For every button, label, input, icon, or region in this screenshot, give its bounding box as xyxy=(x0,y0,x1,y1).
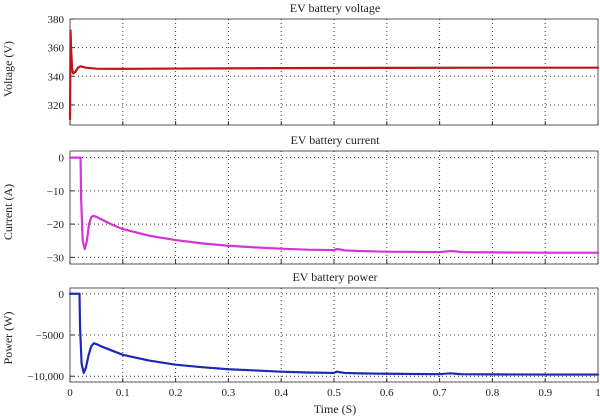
current-y-tick-label: −30 xyxy=(47,252,65,264)
power-x-tick-label: 0.2 xyxy=(169,387,183,399)
power-panel: EV battery power Power (W) Time (S) 0 −50… xyxy=(1,270,600,416)
voltage-y-tick-label: 360 xyxy=(48,43,65,55)
time-xlabel: Time (S) xyxy=(314,402,357,416)
voltage-y-tick-label: 340 xyxy=(48,71,65,83)
power-y-tick-label: −5000 xyxy=(36,330,65,342)
voltage-series-line xyxy=(68,29,600,121)
power-ylabel: Power (W) xyxy=(1,312,15,365)
voltage-title: EV battery voltage xyxy=(290,1,380,15)
power-x-tick-label: 0.8 xyxy=(486,387,500,399)
voltage-panel: EV battery voltage Voltage (V) 320 340 360… xyxy=(1,1,600,126)
current-ylabel: Current (A) xyxy=(1,184,15,240)
power-x-tick-label: 0.3 xyxy=(222,387,236,399)
power-x-tick-label: 0.4 xyxy=(274,387,288,399)
power-x-tick-label: 1 xyxy=(595,387,600,399)
power-series-line xyxy=(68,292,600,376)
current-y-tick-label: 0 xyxy=(59,153,65,165)
power-y-tick-label: 0 xyxy=(59,289,65,301)
voltage-y-tick-label: 380 xyxy=(48,14,65,26)
power-x-tick-label: 0.7 xyxy=(433,387,447,399)
current-series-line xyxy=(68,156,600,254)
power-x-tick-label: 0.1 xyxy=(116,387,130,399)
current-title: EV battery current xyxy=(290,133,380,147)
power-x-tick-label: 0 xyxy=(67,387,73,399)
power-x-tick-label: 0.9 xyxy=(538,387,552,399)
power-title: EV battery power xyxy=(292,270,377,284)
current-y-tick-label: −10 xyxy=(47,186,65,198)
power-y-tick-label: −10,000 xyxy=(28,371,65,383)
power-x-tick-label: 0.6 xyxy=(380,387,394,399)
current-y-tick-label: −20 xyxy=(47,219,65,231)
power-x-tick-label: 0.5 xyxy=(327,387,341,399)
current-panel: EV battery current Current (A) 0 −10 −20 −3… xyxy=(1,133,600,265)
voltage-ylabel: Voltage (V) xyxy=(1,41,15,97)
voltage-y-tick-label: 320 xyxy=(48,100,65,112)
